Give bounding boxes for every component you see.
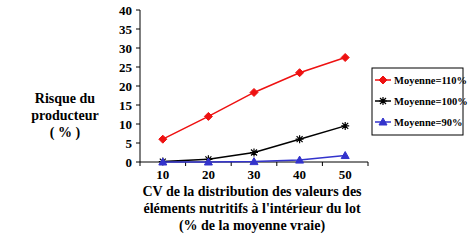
series-line	[163, 58, 345, 140]
data-point	[159, 158, 167, 165]
y-axis-label-line: ( % )	[50, 125, 81, 141]
x-tick	[276, 162, 277, 166]
y-tick-label: 5	[126, 136, 133, 151]
x-tick	[231, 162, 232, 166]
x-tick-label: 30	[248, 167, 261, 182]
data-point	[204, 158, 212, 165]
y-tick	[136, 29, 140, 30]
legend-label: Moyenne=90%	[394, 117, 462, 128]
legend-label: Moyenne=100%	[394, 96, 468, 107]
data-point	[296, 156, 304, 163]
x-axis-label: CV de la distribution des valeurs des élé…	[142, 184, 362, 234]
y-tick	[136, 67, 140, 68]
y-tick-label: 35	[119, 22, 133, 37]
y-tick	[136, 105, 140, 106]
x-axis-label-line: éléments nutritifs à l'intérieur du lot	[143, 201, 360, 216]
y-tick	[136, 143, 140, 144]
x-tick	[368, 162, 369, 166]
y-tick	[136, 124, 140, 125]
x-tick	[140, 162, 141, 166]
data-point	[250, 149, 258, 157]
data-point	[341, 54, 349, 62]
data-point	[250, 158, 258, 165]
data-point	[296, 135, 304, 143]
data-point	[159, 135, 167, 143]
y-tick	[136, 162, 140, 163]
data-point	[204, 112, 212, 120]
x-tick-label: 20	[202, 167, 215, 182]
y-tick-label: 15	[119, 98, 133, 113]
y-tick-label: 30	[119, 41, 132, 56]
y-tick-label: 20	[119, 79, 132, 94]
y-tick-label: 0	[126, 155, 133, 170]
x-tick-label: 40	[293, 167, 306, 182]
x-tick-label: 50	[339, 167, 352, 182]
y-tick-label: 25	[119, 60, 133, 75]
y-tick-label: 10	[119, 117, 132, 132]
legend-marker	[379, 76, 387, 84]
y-tick	[136, 10, 140, 11]
data-point	[250, 88, 258, 96]
series-line	[163, 126, 345, 162]
legend-marker	[379, 97, 387, 105]
data-point	[341, 122, 349, 130]
legend: Moyenne=110% Moyenne=100% Moyenne=90%	[372, 68, 468, 135]
y-axis-label: Risque du producteur ( % )	[31, 91, 98, 141]
y-tick	[136, 48, 140, 49]
data-point	[341, 152, 349, 159]
legend-label: Moyenne=110%	[394, 75, 467, 86]
y-axis-label-line: Risque du	[35, 91, 96, 106]
data-point	[296, 69, 304, 77]
y-tick-label: 40	[119, 3, 132, 18]
x-tick-label: 10	[156, 167, 169, 182]
plot-area	[159, 54, 349, 166]
x-axis-label-line: (% de la moyenne vraie)	[179, 218, 326, 234]
chart: 0 5 10 15 20 25 30 35 40 10 20 30 40 50 Risque du produ…	[0, 0, 468, 243]
y-axis-label-line: producteur	[31, 108, 98, 123]
y-tick	[136, 86, 140, 87]
x-tick	[322, 162, 323, 166]
legend-marker	[379, 118, 387, 125]
x-axis-label-line: CV de la distribution des valeurs des	[142, 184, 362, 199]
